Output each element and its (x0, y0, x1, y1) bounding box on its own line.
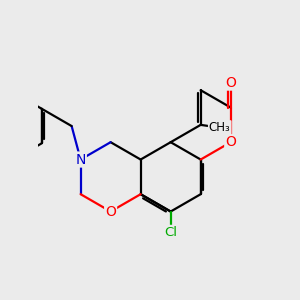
Text: N: N (75, 152, 86, 167)
Text: O: O (225, 76, 236, 90)
Text: Cl: Cl (164, 226, 177, 239)
Text: O: O (225, 135, 236, 149)
Text: CH₃: CH₃ (209, 121, 231, 134)
Text: O: O (105, 205, 116, 218)
